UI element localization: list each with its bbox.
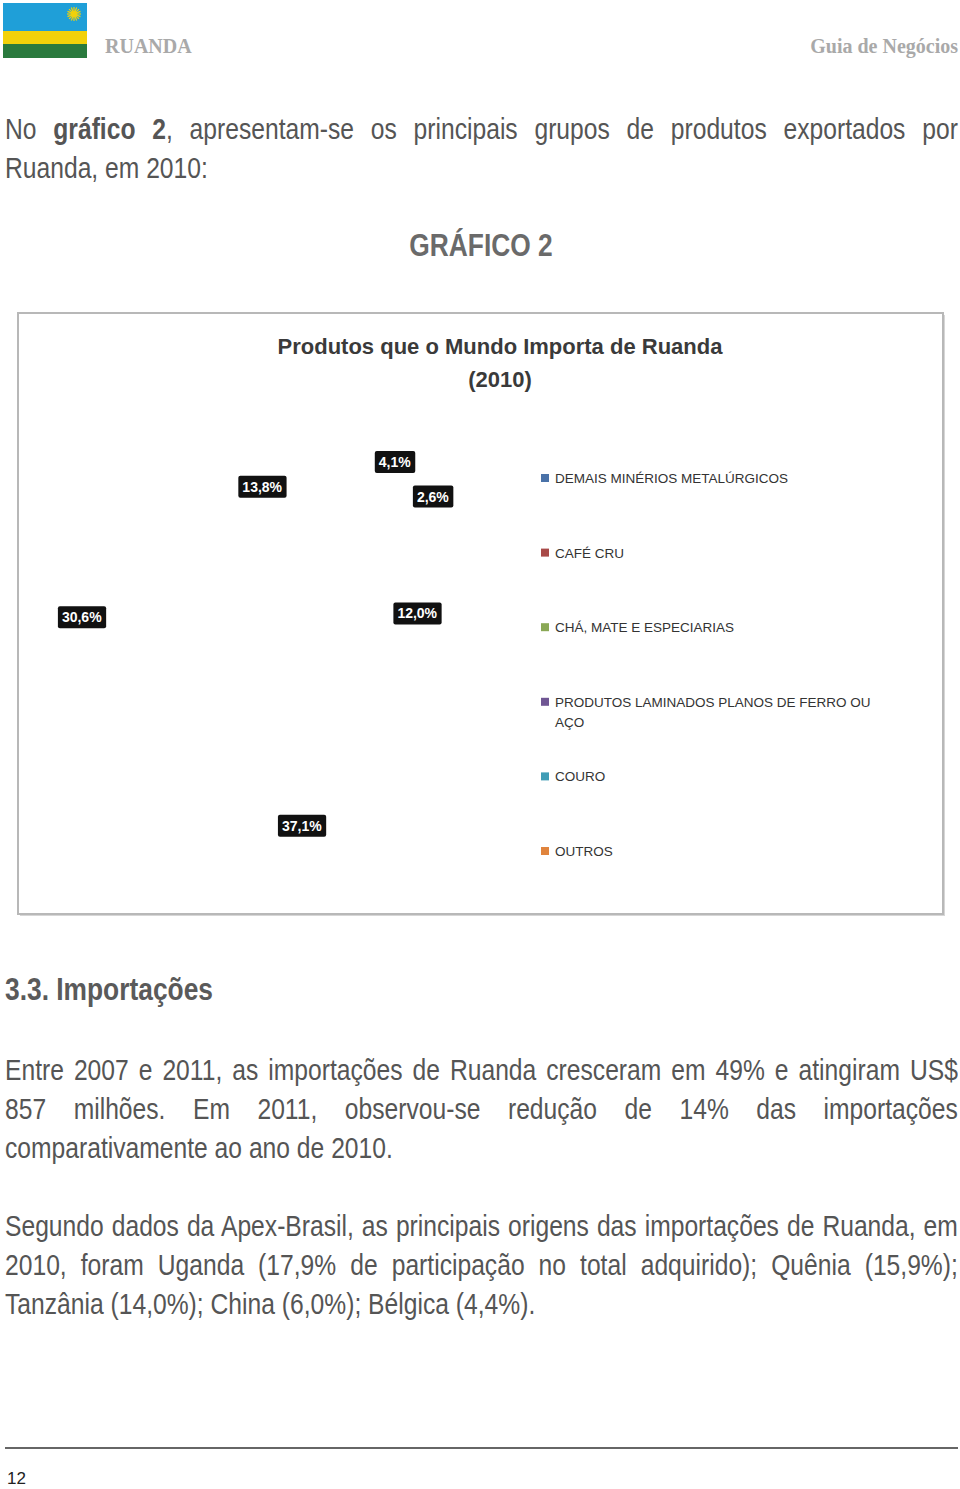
section-heading: 3.3. Importações <box>5 972 213 1008</box>
data-labels: 37,1% 30,6% 13,8% 4,1% 2,6% 12,0% <box>58 451 453 837</box>
flag-green <box>3 44 87 58</box>
flag <box>3 3 87 58</box>
data-label: 30,6% <box>58 606 106 628</box>
flag-sun-ray <box>68 11 72 13</box>
legend-swatch <box>541 698 549 706</box>
legend-label-line: DEMAIS MINÉRIOS METALÚRGICOS <box>555 471 788 486</box>
legend-label: PRODUTOS LAMINADOS PLANOS DE FERRO OU AÇ… <box>555 694 874 729</box>
legend-label-line: CAFÉ CRU <box>555 545 624 560</box>
legend-swatch <box>541 474 549 482</box>
chart-frame <box>18 313 943 914</box>
header-guide: Guia de Negócios <box>810 35 958 58</box>
flag-sun-ray <box>67 13 71 14</box>
flag-sun-ray <box>77 13 81 14</box>
legend: DEMAIS MINÉRIOS METALÚRGICOS CAFÉ CRU CHÁ,… <box>541 471 874 859</box>
legend-label: COURO <box>555 769 605 784</box>
flag-sun-ray <box>75 17 77 21</box>
data-label-text: 4,1% <box>379 454 411 470</box>
flag-sun-ray <box>71 17 73 21</box>
flag-sun-ray <box>69 16 72 19</box>
data-label-text: 12,0% <box>397 605 437 621</box>
flag-sun-ray <box>76 9 79 12</box>
flag-sun-ray <box>77 15 81 17</box>
page: {"header": {"country": "RUANDA", "guide"… <box>0 0 960 1489</box>
header-country: RUANDA <box>105 35 192 57</box>
flag-sun-ray <box>73 7 74 11</box>
flag-sun-ray <box>76 16 79 19</box>
legend-label-line: COURO <box>555 769 605 784</box>
flag-sun-ray <box>69 9 72 12</box>
legend-label-line: CHÁ, MATE E ESPECIARIAS <box>555 620 734 635</box>
chart-title: Produtos que o Mundo Importa de Ruanda (2… <box>278 334 724 392</box>
data-label-text: 2,6% <box>417 489 449 505</box>
flag-blue <box>3 3 87 31</box>
intro-bold: gráfico 2 <box>53 113 166 145</box>
data-label: 2,6% <box>413 486 453 508</box>
legend-swatch <box>541 847 549 855</box>
figure-label: GRÁFICO 2 <box>409 227 552 263</box>
data-label-box <box>238 476 286 498</box>
flag-sun-ray <box>75 8 77 12</box>
flag-sun-ray <box>68 15 72 17</box>
data-label-text: 37,1% <box>282 818 322 834</box>
data-label-box <box>278 815 326 837</box>
legend-swatch <box>541 772 549 780</box>
data-label: 12,0% <box>393 602 441 624</box>
legend-label: OUTROS <box>555 844 613 859</box>
flag-sun-ray <box>77 11 81 13</box>
intro: No gráfico 2, apresentam-se os principai… <box>5 110 958 188</box>
legend-label: CAFÉ CRU <box>555 545 624 560</box>
data-label-text: 30,6% <box>62 609 102 625</box>
flag-sun-ray <box>71 8 73 12</box>
data-label-box <box>375 451 415 473</box>
data-label: 4,1% <box>375 451 415 473</box>
legend-label: DEMAIS MINÉRIOS METALÚRGICOS <box>555 471 788 486</box>
legend-label-line: PRODUTOS LAMINADOS PLANOS DE FERRO OU <box>555 694 874 709</box>
paragraph: Entre 2007 e 2011, as importações de Rua… <box>5 1051 958 1168</box>
legend-swatch <box>541 623 549 631</box>
flag-sun <box>71 11 77 17</box>
chart-title-line: Produtos que o Mundo Importa de Ruanda <box>278 334 724 359</box>
chart-title-line: (2010) <box>468 367 532 392</box>
flag-yellow <box>3 31 87 44</box>
footer-rule <box>5 1447 958 1449</box>
legend-label: CHÁ, MATE E ESPECIARIAS <box>555 620 734 635</box>
data-label-text: 13,8% <box>242 479 282 495</box>
paragraph: Segundo dados da Apex-Brasil, as princip… <box>5 1207 958 1324</box>
page-number: 12 <box>7 1469 26 1488</box>
flag-sun-ray <box>73 17 74 21</box>
data-label: 37,1% <box>278 815 326 837</box>
data-label: 13,8% <box>238 476 286 498</box>
legend-swatch <box>541 549 549 557</box>
intro-text: No <box>5 113 53 145</box>
data-label-box <box>393 602 441 624</box>
data-label-box <box>58 606 106 628</box>
data-label-box <box>413 486 453 508</box>
legend-label-line: OUTROS <box>555 844 613 859</box>
legend-label-line: AÇO <box>555 714 584 729</box>
